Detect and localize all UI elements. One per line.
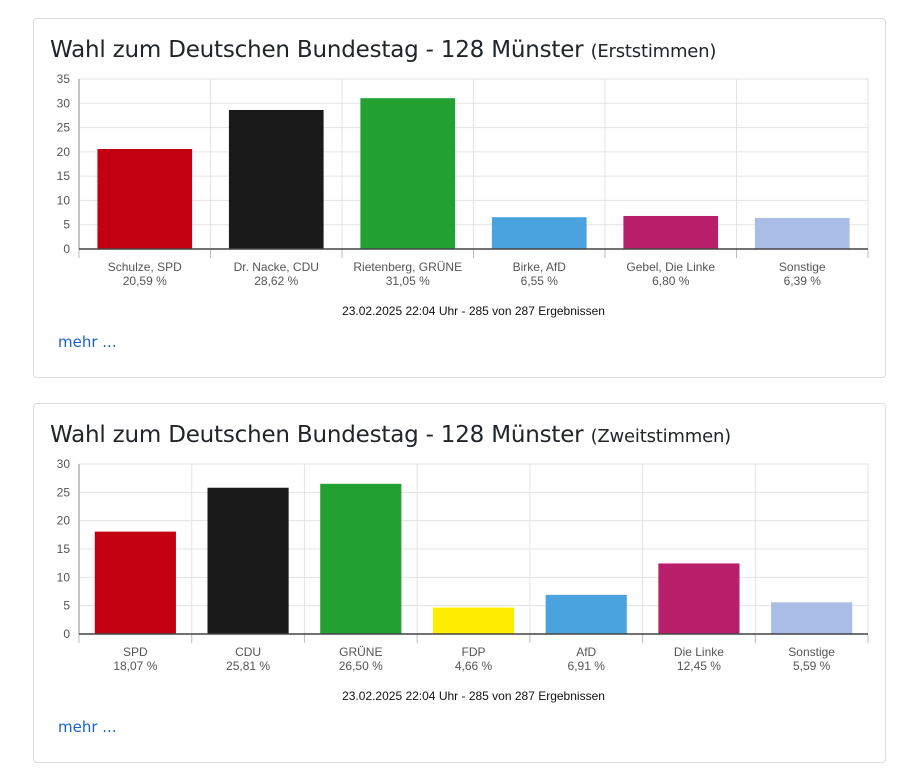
x-category-label: Birke, AfD	[513, 260, 567, 274]
title-main: Wahl zum Deutschen Bundestag - 128 Münst…	[50, 37, 584, 63]
y-tick-label: 20	[57, 514, 71, 528]
y-tick-label: 30	[57, 96, 71, 110]
card-title: Wahl zum Deutschen Bundestag - 128 Münst…	[50, 422, 731, 448]
bar-value-label: 6,55 %	[521, 274, 559, 288]
x-category-label: Sonstige	[788, 645, 835, 659]
y-tick-label: 5	[63, 599, 70, 613]
bar-value-label: 6,91 %	[568, 659, 606, 673]
x-category-label: Rietenberg, GRÜNE	[353, 260, 462, 274]
bar	[623, 215, 719, 249]
y-tick-label: 35	[57, 72, 71, 86]
more-link[interactable]: mehr ...	[58, 333, 117, 351]
title-main: Wahl zum Deutschen Bundestag - 128 Münst…	[50, 422, 584, 448]
x-category-label: GRÜNE	[339, 645, 382, 659]
bar-value-label: 28,62 %	[254, 274, 298, 288]
card-title: Wahl zum Deutschen Bundestag - 128 Münst…	[50, 37, 716, 63]
bar	[228, 109, 324, 249]
zweitstimmen-card: Wahl zum Deutschen Bundestag - 128 Münst…	[33, 403, 886, 763]
chart-footer-note: 23.02.2025 22:04 Uhr - 285 von 287 Ergeb…	[342, 689, 605, 703]
bar	[658, 563, 740, 634]
erststimmen-card: Wahl zum Deutschen Bundestag - 128 Münst…	[33, 18, 886, 378]
x-category-label: SPD	[123, 645, 148, 659]
x-category-label: Die Linke	[674, 645, 724, 659]
bar-value-label: 26,50 %	[339, 659, 383, 673]
x-category-label: Schulze, SPD	[108, 260, 182, 274]
bar	[320, 483, 402, 634]
x-category-label: FDP	[462, 645, 486, 659]
y-tick-label: 10	[57, 193, 71, 207]
bar-value-label: 4,66 %	[455, 659, 493, 673]
bar	[207, 487, 289, 634]
bar-value-label: 31,05 %	[386, 274, 430, 288]
bar	[771, 602, 853, 634]
bar-value-label: 25,81 %	[226, 659, 270, 673]
bar-value-label: 6,39 %	[784, 274, 822, 288]
y-tick-label: 25	[57, 485, 71, 499]
y-tick-label: 15	[57, 169, 71, 183]
chart-footer-note: 23.02.2025 22:04 Uhr - 285 von 287 Ergeb…	[342, 304, 605, 318]
bar-value-label: 6,80 %	[652, 274, 690, 288]
x-category-label: AfD	[576, 645, 596, 659]
title-sub: (Erststimmen)	[590, 41, 717, 62]
y-tick-label: 30	[57, 457, 71, 471]
x-category-label: CDU	[235, 645, 261, 659]
x-category-label: Sonstige	[779, 260, 826, 274]
y-tick-label: 25	[57, 121, 71, 135]
y-tick-label: 0	[63, 242, 70, 256]
bar	[754, 217, 850, 249]
bar	[545, 594, 627, 634]
y-tick-label: 0	[63, 627, 70, 641]
bar	[491, 217, 587, 249]
bar	[97, 148, 193, 249]
x-category-label: Dr. Nacke, CDU	[234, 260, 319, 274]
bar-value-label: 18,07 %	[113, 659, 157, 673]
y-tick-label: 15	[57, 542, 71, 556]
x-category-label: Gebel, Die Linke	[626, 260, 715, 274]
y-tick-label: 10	[57, 570, 71, 584]
y-tick-label: 20	[57, 145, 71, 159]
bar	[432, 607, 515, 634]
y-tick-label: 5	[63, 218, 70, 232]
bar	[94, 531, 176, 634]
bar-value-label: 12,45 %	[677, 659, 721, 673]
bar	[360, 98, 456, 249]
title-sub: (Zweitstimmen)	[590, 426, 732, 447]
more-link[interactable]: mehr ...	[58, 718, 117, 736]
bar-value-label: 20,59 %	[123, 274, 167, 288]
bar-value-label: 5,59 %	[793, 659, 831, 673]
